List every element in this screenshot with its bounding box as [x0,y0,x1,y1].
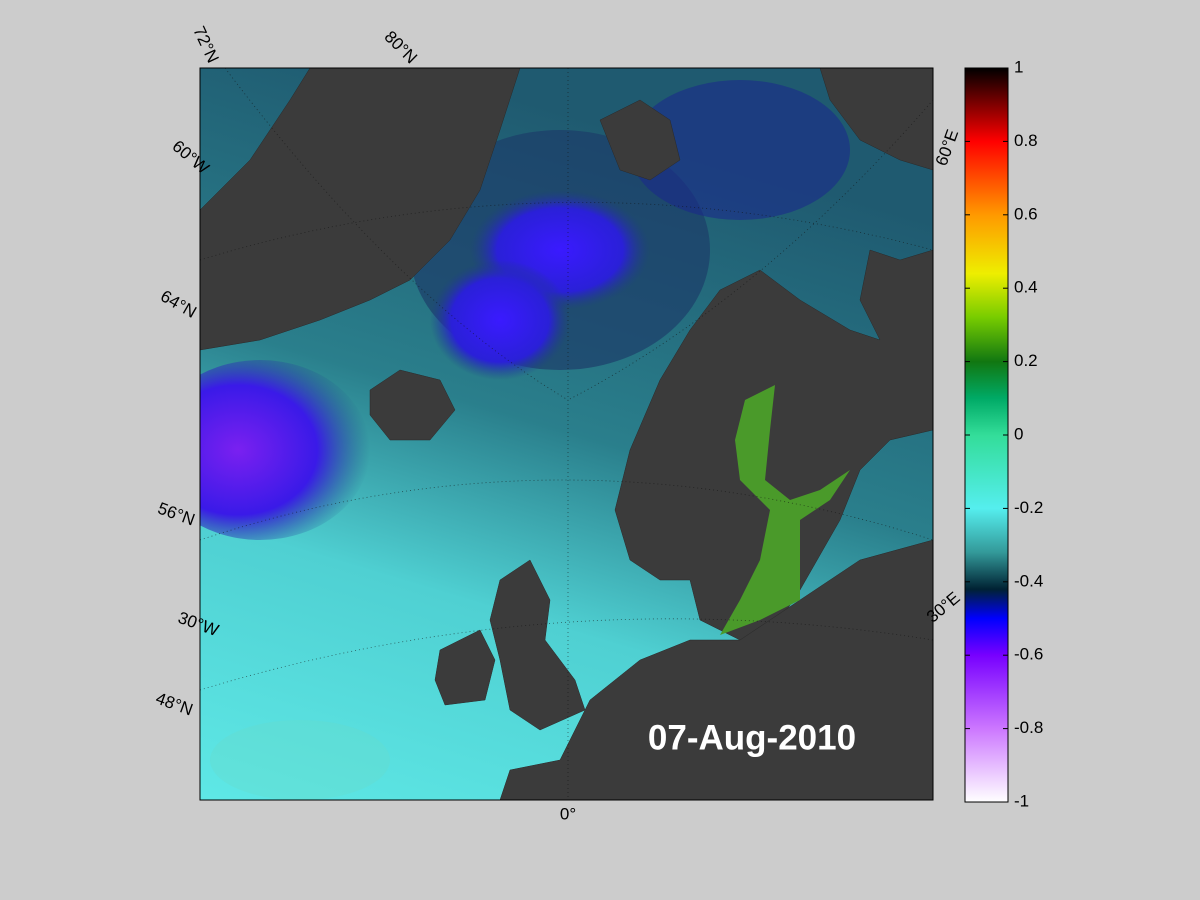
graticule-label: 64°N [157,286,199,321]
graticule-label: 80°N [381,27,421,67]
graticule-label: 48°N [153,689,195,720]
map-frame [199,67,934,801]
colorbar-tick-label: 0.4 [1014,278,1038,297]
colorbar-tick-label: 0.8 [1014,131,1038,150]
baltic [720,385,850,635]
colorbar-tick-label: -0.2 [1014,498,1043,517]
graticule-label: 56°N [155,499,197,530]
colorbar-tick-label: 1 [1014,57,1023,76]
colorbar-tick-label: -0.8 [1014,718,1043,737]
colorbar-tick-label: 0.6 [1014,204,1038,223]
colorbar-tick-label: -0.6 [1014,645,1043,664]
date-label: 07-Aug-2010 [648,718,856,757]
colorbar-tick-label: -1 [1014,791,1029,810]
map [200,68,933,800]
graticule-label: 72°N [189,23,222,65]
graticule-label: 0° [560,804,576,823]
graticule-label: 60°E [932,127,963,168]
colorbar-tick-label: 0 [1014,424,1023,443]
colorbar-tick-label: 0.2 [1014,351,1038,370]
colorbar-tick-label: -0.4 [1014,571,1043,590]
colorbar [964,67,1009,803]
